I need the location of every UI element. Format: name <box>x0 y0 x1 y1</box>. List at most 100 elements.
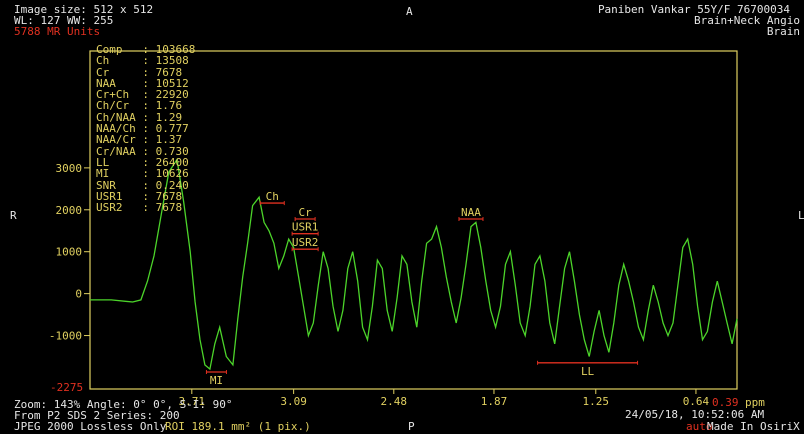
zoom-label: Zoom: 143% Angle: 0° 0°, S-I: 90° <box>14 398 233 411</box>
stat-name: Ch/NAA <box>96 110 143 124</box>
stat-value: 0.240 <box>155 178 189 192</box>
stat-row: USR2 : 7678 <box>96 202 195 213</box>
peak-label: NAA <box>461 206 481 219</box>
stat-value: 10512 <box>155 76 189 90</box>
ppm-red-value: 0.39 <box>712 396 739 409</box>
orientation-right: L <box>798 209 804 222</box>
stat-value: 22920 <box>155 88 189 102</box>
stat-value: 7678 <box>155 189 183 203</box>
y-tick-label: -1000 <box>49 330 82 343</box>
stat-name: SNR <box>96 178 143 192</box>
stat-name: NAA/Cr <box>96 133 143 147</box>
made-in-label: Made In OsiriX <box>707 420 800 433</box>
stat-separator: : <box>142 76 156 90</box>
study-sub-label: Brain <box>766 25 800 38</box>
stat-value: 0.777 <box>155 122 189 136</box>
study-label: Brain+Neck Angio <box>694 14 800 27</box>
stat-name: NAA/Ch <box>96 122 143 136</box>
units-label: 5788 MR Units <box>14 25 101 38</box>
stat-separator: : <box>142 189 156 203</box>
stat-row: Comp : 103668 <box>96 44 195 55</box>
stat-separator: : <box>142 178 156 192</box>
lossless-label: JPEG 2000 Lossless Only <box>14 420 167 433</box>
x-tick-label: 2.48 <box>381 395 408 408</box>
x-tick-label: 0.64 <box>683 395 710 408</box>
ppm-unit-label: ppm <box>745 396 765 409</box>
peak-label: Ch <box>266 190 279 203</box>
stat-value: 1.29 <box>155 110 183 124</box>
stat-value: 13508 <box>155 54 189 68</box>
stat-row: Ch/NAA : 1.29 <box>96 112 195 123</box>
stat-row: NAA : 10512 <box>96 78 195 89</box>
x-tick-label: 3.09 <box>280 395 307 408</box>
stat-row: NAA/Cr : 1.37 <box>96 134 195 145</box>
peak-label: Cr <box>298 206 312 219</box>
orientation-bottom: P <box>408 420 415 433</box>
x-tick-label: 1.25 <box>583 395 610 408</box>
stat-name: Ch <box>96 54 143 68</box>
stat-value: 7678 <box>155 65 183 79</box>
stat-value: 0.730 <box>155 144 189 158</box>
stat-separator: : <box>142 201 156 215</box>
stat-separator: : <box>142 88 156 102</box>
auto-label: auto <box>686 420 713 433</box>
stat-row: Cr+Ch : 22920 <box>96 89 195 100</box>
stat-row: MI : 10626 <box>96 168 195 179</box>
stat-name: MI <box>96 167 143 181</box>
stat-separator: : <box>142 122 156 136</box>
stat-value: 103668 <box>155 43 196 56</box>
x-tick-label: 1.87 <box>481 395 508 408</box>
y-tick-label: 3000 <box>56 162 83 175</box>
stat-value: 1.37 <box>155 133 183 147</box>
stat-separator: : <box>142 65 156 79</box>
peak-label: MI <box>210 374 223 387</box>
stat-row: Ch : 13508 <box>96 55 195 66</box>
patient-label: Paniben Vankar 55Y/F 76700034 <box>597 3 790 16</box>
stat-row: Cr/NAA : 0.730 <box>96 146 195 157</box>
stat-name: LL <box>96 155 143 169</box>
peak-label: LL <box>581 365 595 378</box>
series-label: From P2 SDS 2 Series: 200 <box>14 409 180 422</box>
datetime-label: 24/05/18, 10:52:06 AM <box>625 408 765 421</box>
window-level-label: WL: 127 WW: 255 <box>14 14 114 27</box>
stat-separator: : <box>142 110 156 124</box>
spectrum-frame <box>89 50 738 390</box>
metabolite-stats: Comp : 103668 Ch : 13508 Cr : 7678 NAA : 10… <box>96 44 195 213</box>
stat-value: 1.76 <box>155 99 183 113</box>
stat-separator: : <box>142 54 156 68</box>
spectrum-line <box>90 157 738 371</box>
y-tick-label: 0 <box>75 288 82 301</box>
stat-separator: : <box>142 99 156 113</box>
stat-separator: : <box>142 133 156 147</box>
roi-label: ROI 189.1 mm² (1 pix.) <box>165 420 311 433</box>
stat-name: Cr <box>96 65 143 79</box>
y-min-label: -2275 <box>50 381 84 394</box>
stat-row: Ch/Cr : 1.76 <box>96 100 195 111</box>
stat-name: USR2 <box>96 201 143 215</box>
stat-separator: : <box>142 155 156 169</box>
stat-row: SNR : 0.240 <box>96 178 195 192</box>
stat-name: Cr+Ch <box>96 88 143 102</box>
stat-separator: : <box>142 43 156 56</box>
y-tick-label: 1000 <box>56 246 83 259</box>
x-tick-label: 3.71 <box>179 395 206 408</box>
stat-value: 7678 <box>155 201 183 215</box>
stat-name: Comp <box>96 43 143 56</box>
stat-separator: : <box>142 167 156 181</box>
stat-row: USR1 : 7678 <box>96 191 195 202</box>
stat-value: 10626 <box>155 167 189 181</box>
stat-name: USR1 <box>96 189 143 203</box>
stat-separator: : <box>142 144 156 158</box>
stat-row: Cr : 7678 <box>96 65 195 79</box>
stat-row: LL : 26400 <box>96 157 195 168</box>
peak-label: USR2 <box>292 236 319 249</box>
peak-label: USR1 <box>292 221 319 234</box>
stat-name: Ch/Cr <box>96 99 143 113</box>
stat-value: 26400 <box>155 155 189 169</box>
stat-row: NAA/Ch : 0.777 <box>96 123 195 134</box>
stat-name: NAA <box>96 76 143 90</box>
image-size-label: Image size: 512 x 512 <box>14 3 154 16</box>
stat-name: Cr/NAA <box>96 144 143 158</box>
y-tick-label: 2000 <box>56 204 83 217</box>
